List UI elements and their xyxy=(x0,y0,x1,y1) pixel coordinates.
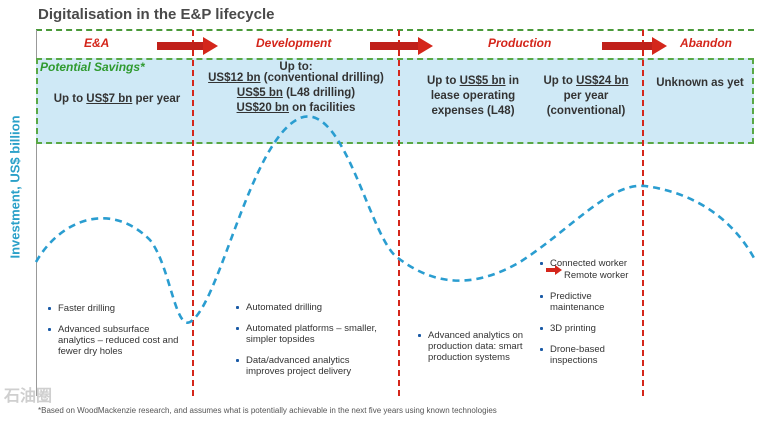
phase-development: Development xyxy=(256,36,332,50)
savings-band xyxy=(36,58,754,144)
bullets-production-1: Advanced analytics on production data: s… xyxy=(418,330,538,373)
list-item: Data/advanced analytics improves project… xyxy=(236,355,386,377)
list-item: Advanced analytics on production data: s… xyxy=(418,330,538,363)
arrow-prod-abandon xyxy=(602,37,667,55)
top-border xyxy=(36,29,754,31)
list-item: Drone-based inspections xyxy=(540,344,640,366)
y-axis xyxy=(36,30,37,396)
divider-prod-abandon xyxy=(642,30,644,396)
list-item: Connected worker xyxy=(540,258,640,269)
list-item: Automated drilling xyxy=(236,302,386,313)
savings-abandon: Unknown as yet xyxy=(656,77,744,89)
list-item: Advanced subsurface analytics – reduced … xyxy=(48,324,188,357)
savings-ea: Up to US$7 bn per year xyxy=(53,93,181,105)
divider-dev-prod xyxy=(398,30,400,396)
list-item: 3D printing xyxy=(540,323,640,334)
list-item-arrow: Remote worker xyxy=(564,270,629,281)
page-title: Digitalisation in the E&P lifecycle xyxy=(38,6,275,23)
remote-worker-arrow xyxy=(546,265,562,275)
investment-curve xyxy=(34,115,756,324)
phase-abandon: Abandon xyxy=(680,36,732,50)
bullets-production-2: Connected worker Remote worker Predictiv… xyxy=(540,258,640,376)
bullets-development: Automated drilling Automated platforms –… xyxy=(236,302,386,387)
phase-production: Production xyxy=(488,36,552,50)
bullets-ea: Faster drilling Advanced subsurface anal… xyxy=(48,303,188,367)
watermark: 石油圈 xyxy=(4,388,53,405)
savings-production-l48: Up to US$5 bn in lease operating expense… xyxy=(426,75,519,117)
arrow-dev-prod xyxy=(370,37,433,55)
savings-production-conventional: Up to US$24 bn per year (conventional) xyxy=(543,75,629,117)
arrow-ea-dev xyxy=(157,37,218,55)
phase-ea: E&A xyxy=(84,36,110,50)
savings-title: Potential Savings* xyxy=(40,60,145,74)
list-item: Automated platforms – smaller, simpler t… xyxy=(236,323,386,345)
list-item: Faster drilling xyxy=(48,303,188,314)
footnote: *Based on WoodMackenzie research, and as… xyxy=(38,406,497,415)
list-item: Predictive maintenance xyxy=(540,291,640,313)
savings-development: Up to: US$12 bn (conventional drilling) … xyxy=(208,61,384,114)
divider-ea-dev xyxy=(192,30,194,396)
